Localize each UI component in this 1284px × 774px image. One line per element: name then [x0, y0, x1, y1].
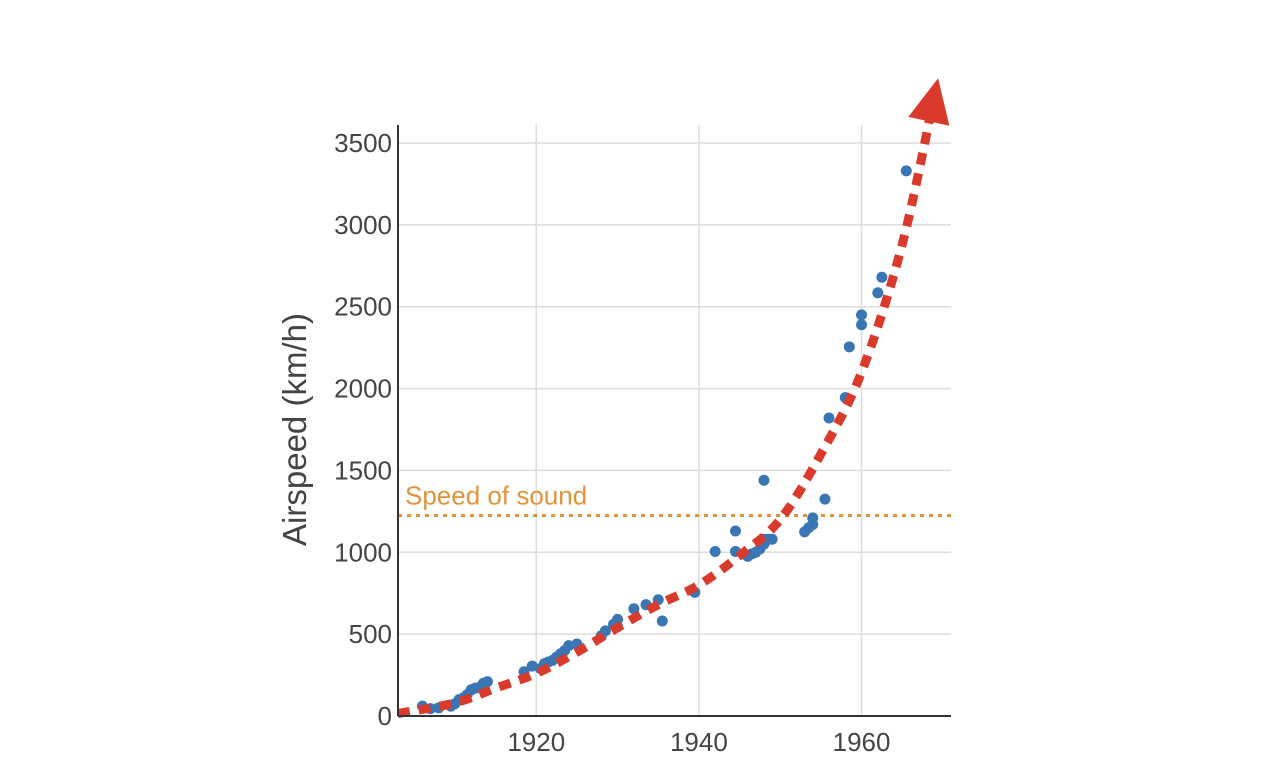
speed-of-sound-label: Speed of sound [405, 480, 587, 510]
x-tick-label: 1920 [507, 727, 565, 757]
trend-curve-path [397, 92, 940, 718]
trend-arrowhead [908, 78, 950, 126]
y-tick-label: 500 [349, 619, 392, 649]
trend-curve [397, 78, 950, 718]
data-point [656, 615, 668, 627]
y-tick-label: 3500 [334, 128, 392, 158]
data-point [709, 545, 721, 557]
data-point [729, 525, 741, 537]
x-tick-labels: 1920 1940 1960 [507, 727, 890, 757]
data-point [900, 165, 912, 177]
x-tick-label: 1960 [833, 727, 891, 757]
data-point [481, 676, 493, 688]
x-tick-label: 1940 [670, 727, 728, 757]
y-tick-label: 2000 [334, 374, 392, 404]
y-axis-title: Airspeed (km/h) [276, 313, 313, 546]
data-point [843, 341, 855, 353]
y-tick-labels: 0 500 1000 1500 2000 2500 3000 3500 [334, 128, 392, 731]
y-tick-label: 2500 [334, 292, 392, 322]
data-point [876, 271, 888, 283]
grid-lines [398, 125, 951, 716]
data-point [819, 493, 831, 505]
data-point [823, 412, 835, 424]
data-points [416, 165, 912, 715]
y-tick-label: 1500 [334, 455, 392, 485]
y-tick-label: 3000 [334, 210, 392, 240]
data-point [856, 309, 868, 321]
data-point [872, 287, 884, 299]
y-tick-label: 1000 [334, 537, 392, 567]
data-point [758, 474, 770, 486]
data-point [856, 319, 868, 331]
y-tick-label: 0 [378, 701, 392, 731]
axes [397, 125, 951, 717]
speed-of-sound-reference: Speed of sound [398, 480, 951, 517]
data-point [766, 533, 778, 545]
data-point [807, 512, 819, 524]
